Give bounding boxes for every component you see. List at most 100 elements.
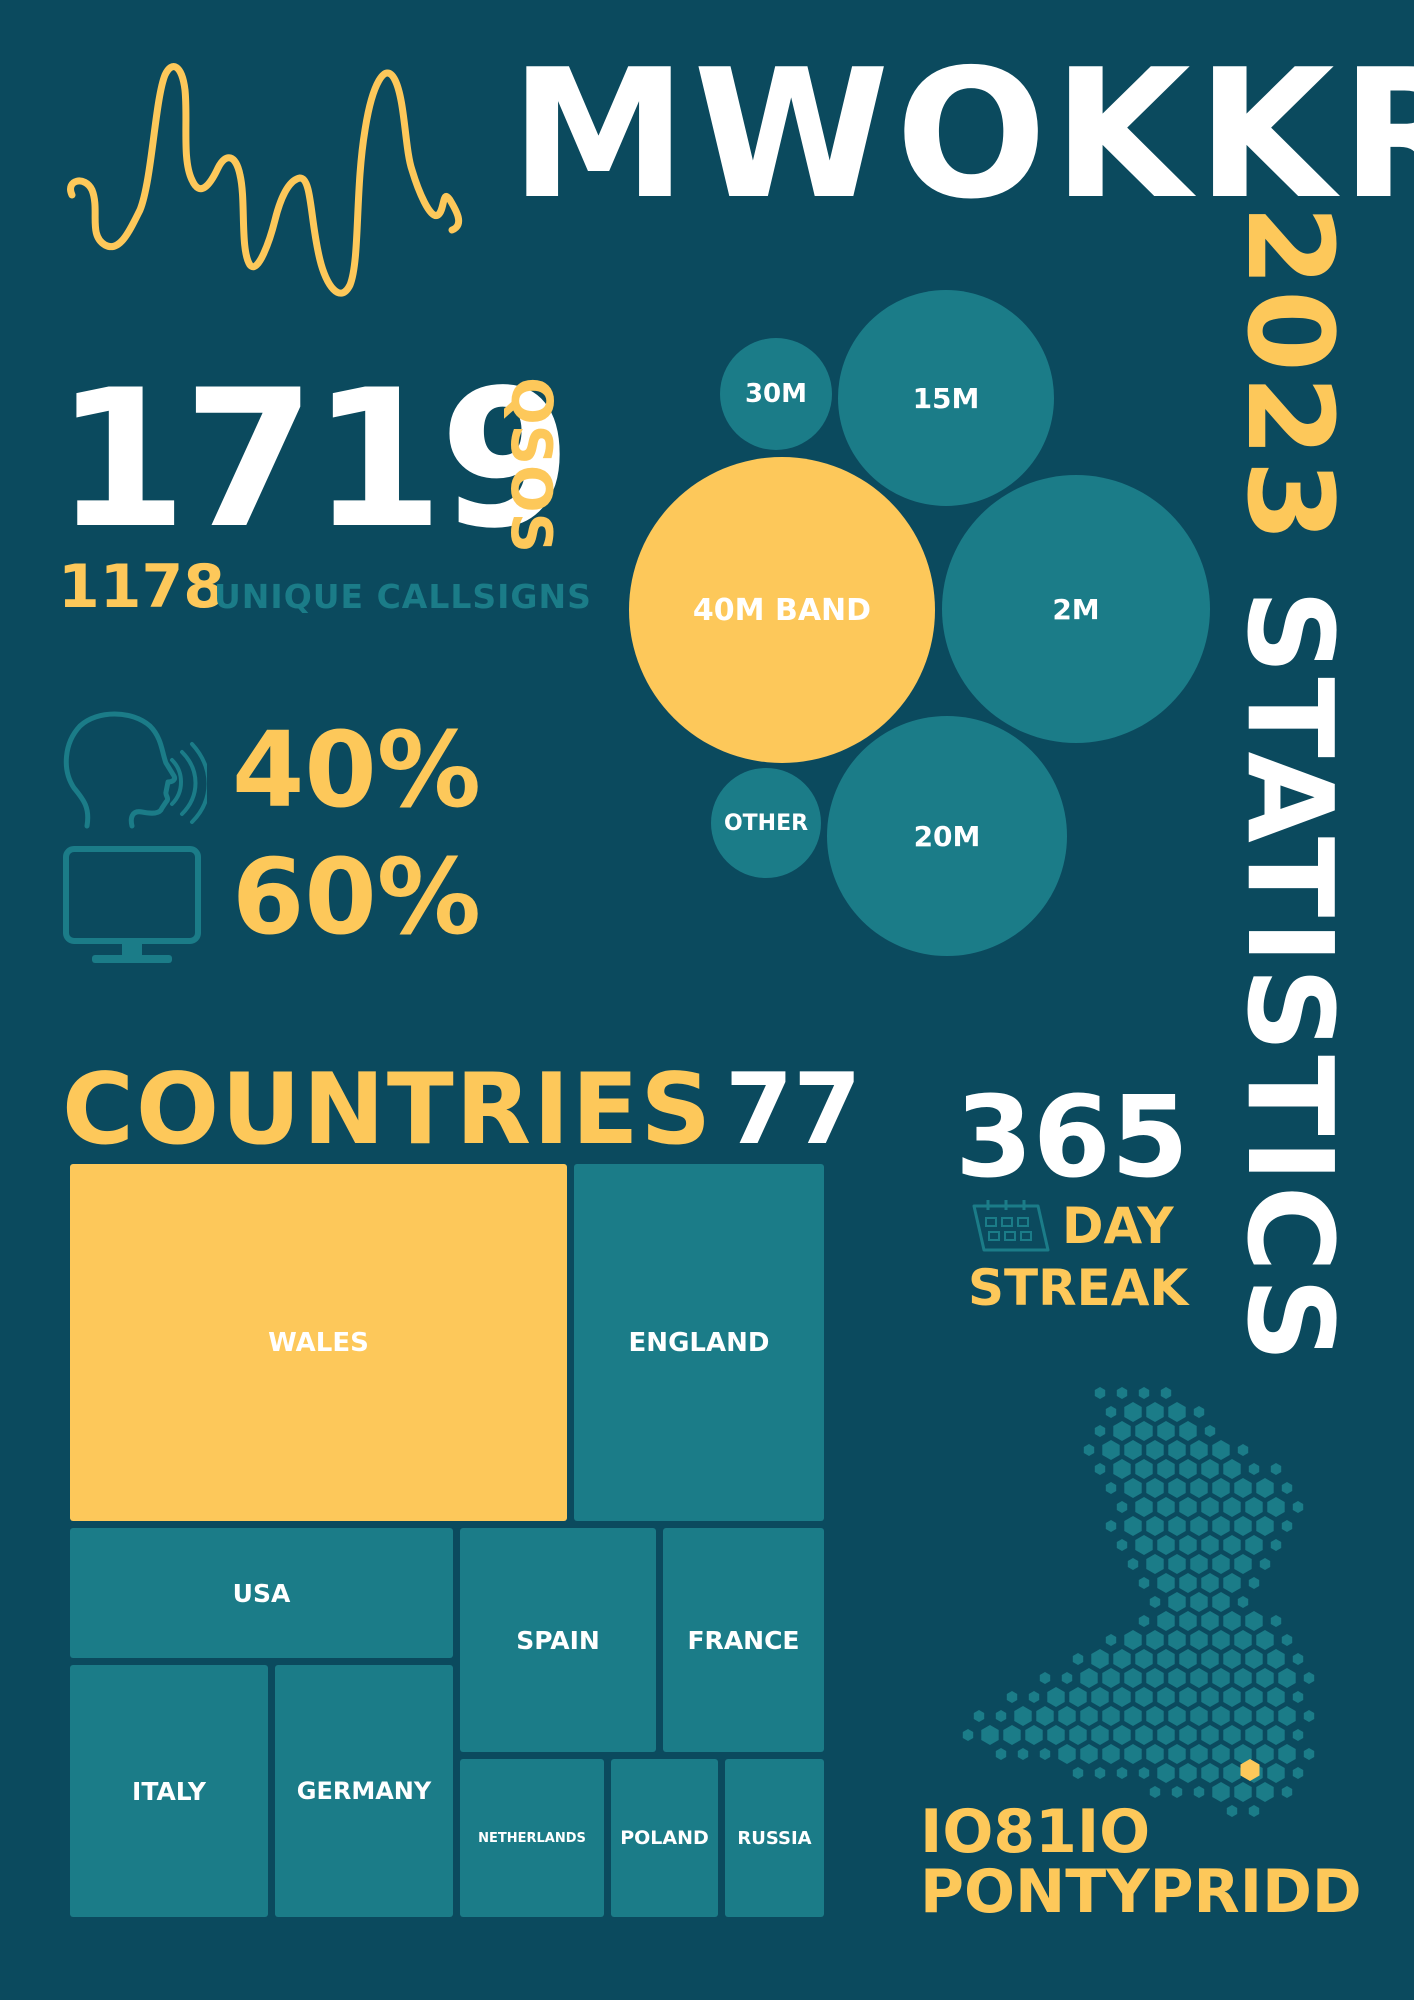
map-hex: [1179, 1687, 1197, 1707]
map-hex: [1212, 1440, 1230, 1460]
map-hex: [1091, 1725, 1109, 1745]
map-hex: [1190, 1516, 1208, 1536]
map-hex: [1072, 1767, 1084, 1779]
country-tile-england: ENGLAND: [574, 1164, 824, 1521]
map-hex: [1245, 1649, 1263, 1669]
map-hex: [1190, 1630, 1208, 1650]
map-hex: [1212, 1478, 1230, 1498]
map-hex: [1281, 1634, 1293, 1646]
map-hex: [1190, 1744, 1208, 1764]
map-hex: [1061, 1672, 1073, 1684]
map-hex: [1256, 1478, 1274, 1498]
map-hex: [1146, 1478, 1164, 1498]
band-label: OTHER: [723, 810, 809, 836]
map-hex: [1116, 1501, 1128, 1513]
map-hex: [1091, 1687, 1109, 1707]
map-hex: [1190, 1554, 1208, 1574]
map-hex: [1267, 1497, 1285, 1517]
map-hex: [1124, 1402, 1142, 1422]
map-hex: [1006, 1691, 1018, 1703]
map-hex: [1094, 1463, 1106, 1475]
band-bubble-other: OTHER: [711, 768, 821, 878]
map-hex: [1069, 1725, 1087, 1745]
unique-callsigns-label: UNIQUE CALLSIGNS: [214, 577, 592, 616]
map-hex: [1281, 1520, 1293, 1532]
map-hex: [1157, 1687, 1175, 1707]
map-hex: [1248, 1577, 1260, 1589]
callsign-title: MWOKKR: [510, 31, 1414, 238]
map-hex: [1149, 1596, 1161, 1608]
band-label: 15M: [912, 381, 980, 415]
map-hex: [1270, 1615, 1282, 1627]
map-hex: [1201, 1687, 1219, 1707]
map-hex: [981, 1725, 999, 1745]
map-hex: [1201, 1649, 1219, 1669]
country-name: GERMANY: [296, 1777, 432, 1805]
map-hex: [1135, 1725, 1153, 1745]
map-hex: [1113, 1687, 1131, 1707]
band-label: 30M: [744, 379, 808, 409]
waveform-logo: [67, 63, 463, 297]
map-hex: [1094, 1767, 1106, 1779]
map-hex: [1190, 1478, 1208, 1498]
map-hex: [1058, 1744, 1076, 1764]
voice-percent: 40%: [232, 709, 481, 831]
countries-count: 77: [725, 1053, 862, 1167]
map-hex: [1168, 1630, 1186, 1650]
map-hex: [1160, 1387, 1172, 1399]
map-hex: [1146, 1630, 1164, 1650]
map-hex: [1105, 1634, 1117, 1646]
map-hex: [1080, 1744, 1098, 1764]
subtitle-year: 2023: [1221, 204, 1359, 590]
map-hex: [1179, 1421, 1197, 1441]
map-hex: [1036, 1706, 1054, 1726]
map-hex: [1113, 1649, 1131, 1669]
map-hex: [1138, 1387, 1150, 1399]
map-hex: [1105, 1520, 1117, 1532]
map-hex: [1201, 1725, 1219, 1745]
map-hex: [1234, 1478, 1252, 1498]
map-hex: [1256, 1668, 1274, 1688]
country-name: RUSSIA: [737, 1827, 812, 1849]
map-hex: [1157, 1573, 1175, 1593]
map-hex: [1267, 1763, 1285, 1783]
map-hex: [1190, 1440, 1208, 1460]
map-hex: [1094, 1387, 1106, 1399]
map-hex: [1234, 1554, 1252, 1574]
map-hex: [1248, 1463, 1260, 1475]
qsos-label-wrap: QSOS: [498, 375, 563, 555]
map-hex: [1278, 1668, 1296, 1688]
map-hex: [1028, 1691, 1040, 1703]
map-hex: [1146, 1440, 1164, 1460]
map-hex: [1303, 1748, 1315, 1760]
country-tile-wales: WALES: [70, 1164, 567, 1521]
map-hex: [1135, 1649, 1153, 1669]
map-hex: [1201, 1573, 1219, 1593]
band-bubble-20m: 20M: [827, 716, 1067, 956]
map-hex: [1047, 1687, 1065, 1707]
map-hex: [1146, 1744, 1164, 1764]
map-hex: [995, 1710, 1007, 1722]
map-hex: [1102, 1706, 1120, 1726]
map-hex: [1292, 1691, 1304, 1703]
monitor-icon: [63, 846, 201, 963]
map-hex: [1270, 1539, 1282, 1551]
map-hex: [1278, 1706, 1296, 1726]
map-hex: [1135, 1421, 1153, 1441]
map-hex: [1127, 1558, 1139, 1570]
map-hex: [1223, 1573, 1241, 1593]
map-hex: [1146, 1402, 1164, 1422]
map-hex: [1168, 1440, 1186, 1460]
map-hex: [1105, 1482, 1117, 1494]
map-hex: [1072, 1653, 1084, 1665]
map-hex: [1014, 1706, 1032, 1726]
map-hex: [1102, 1744, 1120, 1764]
band-label: 20M: [913, 819, 981, 853]
map-hex: [1179, 1725, 1197, 1745]
band-label: 40M BAND: [692, 592, 872, 628]
map-hex: [1193, 1786, 1205, 1798]
map-hex: [1135, 1687, 1153, 1707]
map-hex: [1281, 1482, 1293, 1494]
map-hex: [1237, 1596, 1249, 1608]
map-hex: [1256, 1630, 1274, 1650]
